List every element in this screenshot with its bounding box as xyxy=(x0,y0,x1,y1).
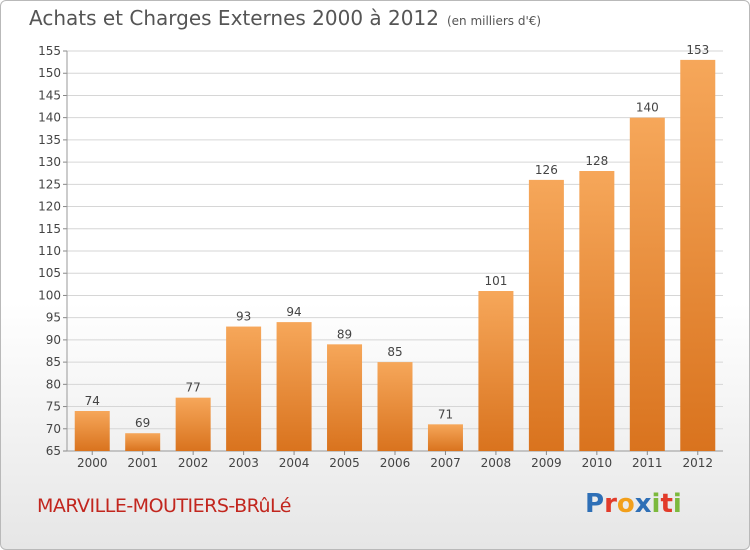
y-tick-label: 125 xyxy=(38,177,61,191)
y-tick-label: 110 xyxy=(38,244,61,258)
x-tick-label: 2010 xyxy=(582,456,613,470)
x-tick-label: 2002 xyxy=(178,456,209,470)
title-text: Achats et Charges Externes 2000 à 2012 xyxy=(29,6,439,30)
y-tick-label: 80 xyxy=(46,377,61,391)
unit-label: (en milliers d'€) xyxy=(446,14,542,28)
data-label: 126 xyxy=(535,163,558,177)
chart-title: Achats et Charges Externes 2000 à 2012 (e… xyxy=(29,6,541,30)
y-tick-label: 135 xyxy=(38,133,61,147)
data-label: 153 xyxy=(686,43,709,57)
data-label: 69 xyxy=(135,416,150,430)
logo-letter: o xyxy=(616,489,635,519)
data-label: 89 xyxy=(337,327,352,341)
bar xyxy=(478,291,514,451)
bar xyxy=(125,433,161,451)
data-label: 74 xyxy=(85,394,100,408)
y-tick-label: 155 xyxy=(38,44,61,58)
data-label: 140 xyxy=(636,101,659,115)
x-tick-label: 2007 xyxy=(430,456,461,470)
x-tick-label: 2006 xyxy=(380,456,411,470)
data-label: 85 xyxy=(387,345,402,359)
y-tick-label: 90 xyxy=(46,333,61,347)
x-tick-label: 2004 xyxy=(279,456,310,470)
x-tick-label: 2009 xyxy=(531,456,562,470)
y-tick-label: 100 xyxy=(38,288,61,302)
data-label: 94 xyxy=(286,305,301,319)
data-label: 71 xyxy=(438,407,453,421)
bar xyxy=(579,171,615,451)
x-tick-label: 2011 xyxy=(632,456,663,470)
y-tick-label: 150 xyxy=(38,66,61,80)
x-tick-label: 2012 xyxy=(682,456,713,470)
y-tick-label: 115 xyxy=(38,222,61,236)
bar xyxy=(276,322,312,451)
y-tick-label: 85 xyxy=(46,355,61,369)
bar xyxy=(629,117,665,452)
bar xyxy=(528,179,564,451)
x-tick-label: 2008 xyxy=(481,456,512,470)
x-tick-label: 2003 xyxy=(228,456,259,470)
data-label: 77 xyxy=(186,381,201,395)
x-tick-label: 2000 xyxy=(77,456,108,470)
y-tick-label: 145 xyxy=(38,88,61,102)
y-tick-label: 120 xyxy=(38,200,61,214)
y-tick-label: 75 xyxy=(46,400,61,414)
bar xyxy=(427,424,463,451)
logo-letter: P xyxy=(585,489,605,519)
y-tick-label: 140 xyxy=(38,111,61,125)
x-tick-label: 2005 xyxy=(329,456,360,470)
y-tick-label: 65 xyxy=(46,444,61,458)
proxiti-logo: Proxiti xyxy=(585,489,682,519)
logo-letter: t xyxy=(660,489,673,519)
bar xyxy=(327,344,363,451)
x-tick-label: 2001 xyxy=(127,456,158,470)
logo-letter: i xyxy=(672,489,682,519)
y-tick-label: 70 xyxy=(46,422,61,436)
bar xyxy=(680,59,716,452)
y-tick-label: 105 xyxy=(38,266,61,280)
logo-letter: r xyxy=(604,489,617,519)
bar xyxy=(226,326,262,451)
bar xyxy=(175,397,211,451)
y-tick-label: 130 xyxy=(38,155,61,169)
bar xyxy=(377,362,413,451)
logo-letter: x xyxy=(634,489,652,519)
data-label: 93 xyxy=(236,310,251,324)
commune-name: MARVILLE-MOUTIERS-BRûLé xyxy=(37,495,291,517)
data-label: 101 xyxy=(484,274,507,288)
bar xyxy=(74,411,110,451)
data-label: 128 xyxy=(585,154,608,168)
logo-letter: i xyxy=(651,489,661,519)
y-tick-label: 95 xyxy=(46,311,61,325)
